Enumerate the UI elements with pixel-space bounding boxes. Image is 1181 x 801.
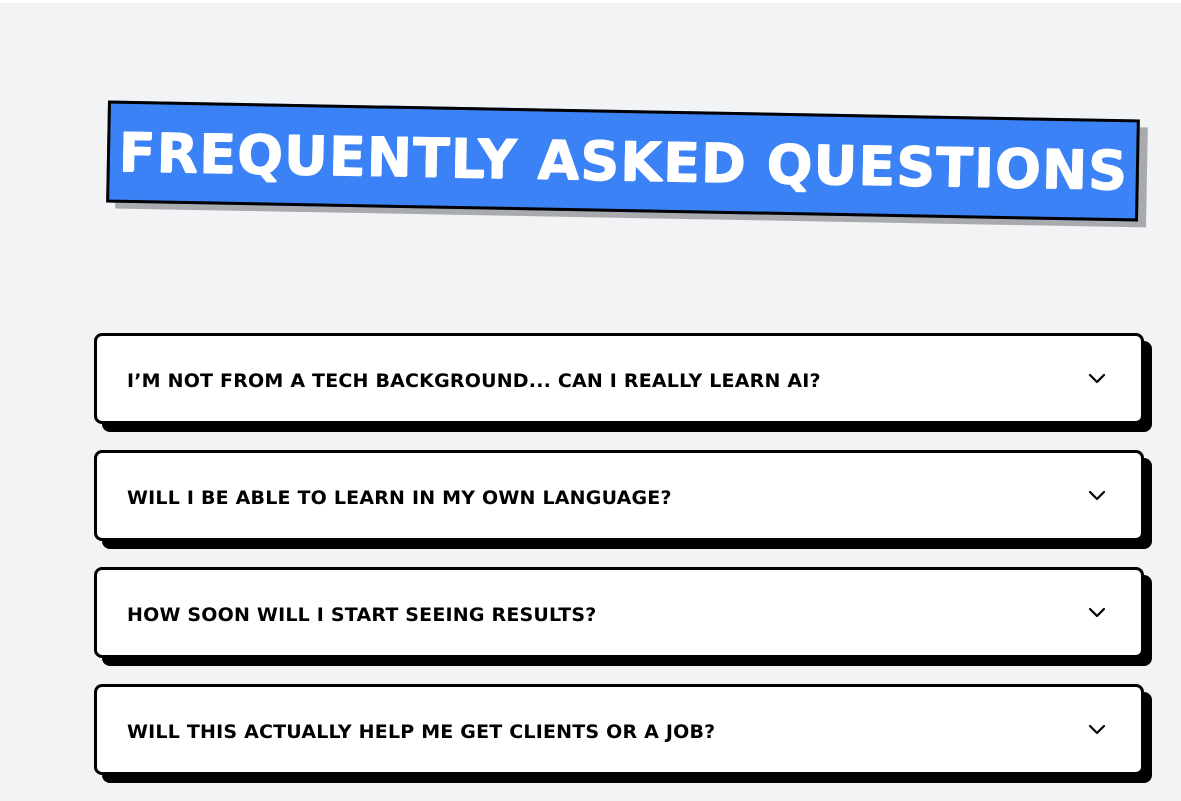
faq-question: HOW SOON WILL I START SEEING RESULTS? [127, 603, 597, 626]
faq-question: WILL I BE ABLE TO LEARN IN MY OWN LANGUA… [127, 486, 672, 509]
chevron-down-icon[interactable] [1087, 369, 1107, 389]
faq-question: I’M NOT FROM A TECH BACKGROUND... CAN I … [127, 369, 821, 392]
faq-list: I’M NOT FROM A TECH BACKGROUND... CAN I … [94, 333, 1157, 801]
faq-question: WILL THIS ACTUALLY HELP ME GET CLIENTS O… [127, 720, 716, 743]
title-banner: FREQUENTLY ASKED QUESTIONS [106, 100, 1140, 222]
faq-item[interactable]: WILL THIS ACTUALLY HELP ME GET CLIENTS O… [94, 684, 1144, 775]
chevron-down-icon[interactable] [1087, 603, 1107, 623]
chevron-down-icon[interactable] [1087, 720, 1107, 740]
page-title: FREQUENTLY ASKED QUESTIONS [117, 120, 1129, 202]
top-divider [0, 0, 1181, 3]
faq-item[interactable]: HOW SOON WILL I START SEEING RESULTS? [94, 567, 1144, 658]
faq-item[interactable]: WILL I BE ABLE TO LEARN IN MY OWN LANGUA… [94, 450, 1144, 541]
chevron-down-icon[interactable] [1087, 486, 1107, 506]
faq-item[interactable]: I’M NOT FROM A TECH BACKGROUND... CAN I … [94, 333, 1144, 424]
